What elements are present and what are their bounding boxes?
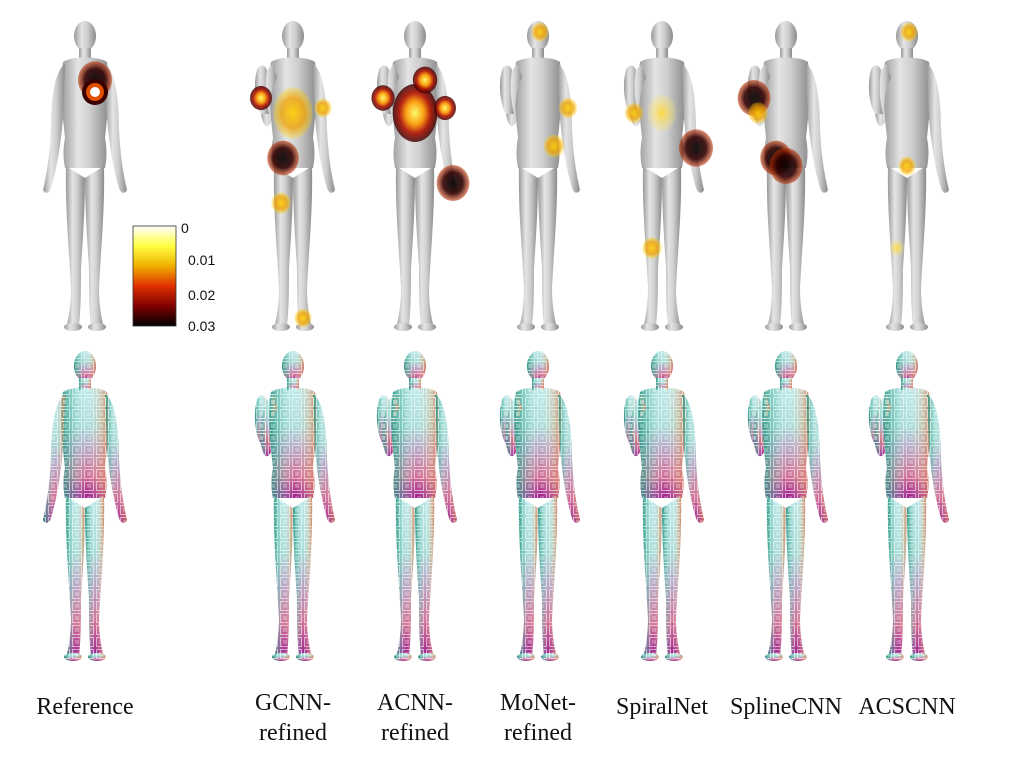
error-figure-spiralnet <box>623 21 713 331</box>
texture-figure-gcnn <box>254 351 335 661</box>
texture-figure-spiralnet <box>623 351 704 661</box>
colorbar-gradient <box>132 225 177 327</box>
texture-figure-acscnn <box>868 351 949 661</box>
colorbar <box>132 225 177 327</box>
error-spot-gcnn-foot <box>294 308 312 328</box>
colorbar-tick-3: 0.03 <box>188 318 216 334</box>
error-spot-spiralnet-left-arm <box>624 102 644 124</box>
error-spot-acscnn-knee <box>889 239 905 257</box>
method-label-monet: MoNet- refined <box>500 690 576 746</box>
reference-point-marker <box>82 79 108 105</box>
error-spot-acnn-right-arm <box>434 95 456 121</box>
error-spot-splinecnn-groin <box>769 147 803 185</box>
error-spot-acnn-chest <box>412 66 438 94</box>
error-figure-splinecnn <box>737 21 828 331</box>
error-spot-gcnn-hip <box>267 140 299 176</box>
error-figure-monet <box>499 21 580 331</box>
error-spot-monet-right-arm <box>558 97 578 119</box>
error-spot-monet-waist <box>543 134 565 158</box>
method-label-reference: Reference <box>36 694 134 720</box>
error-figure-acscnn <box>868 21 949 331</box>
error-figure-acnn <box>371 21 470 331</box>
error-spot-splinecnn-left-arm <box>748 102 768 124</box>
colorbar-tick-0: 0 <box>181 220 189 236</box>
error-spot-acnn-raised-forearm <box>371 85 395 111</box>
error-figure-reference <box>43 21 127 331</box>
error-spot-spiralnet-torso <box>647 94 677 132</box>
colorbar-tick-2: 0.02 <box>188 287 216 303</box>
error-spot-gcnn-raised-forearm <box>250 85 272 111</box>
error-spot-gcnn-right-arm <box>314 98 332 118</box>
method-label-acnn: ACNN- refined <box>377 690 453 746</box>
method-label-spiralnet: SpiralNet <box>616 694 708 720</box>
error-spot-spiralnet-knee <box>642 237 662 259</box>
error-spot-gcnn-left-thigh <box>271 192 291 214</box>
method-label-acscnn: ACSCNN <box>858 694 956 720</box>
texture-figure-monet <box>499 351 580 661</box>
method-label-gcnn: GCNN- refined <box>255 690 331 746</box>
error-spot-gcnn-torso <box>273 87 313 139</box>
error-spot-acnn-torso <box>392 84 438 142</box>
error-spot-acscnn-groin <box>898 156 916 176</box>
colorbar-tick-1: 0.01 <box>188 252 216 268</box>
texture-figure-acnn <box>376 351 457 661</box>
texture-figure-reference <box>43 351 127 661</box>
error-spot-spiralnet-right-forearm <box>679 129 713 167</box>
error-spot-acscnn-head <box>900 22 918 42</box>
texture-figure-splinecnn <box>747 351 828 661</box>
error-spot-monet-head <box>531 22 549 42</box>
method-label-splinecnn: SplineCNN <box>729 694 842 720</box>
error-spot-acnn-right-hand <box>436 164 470 202</box>
error-figure-gcnn <box>250 21 335 331</box>
